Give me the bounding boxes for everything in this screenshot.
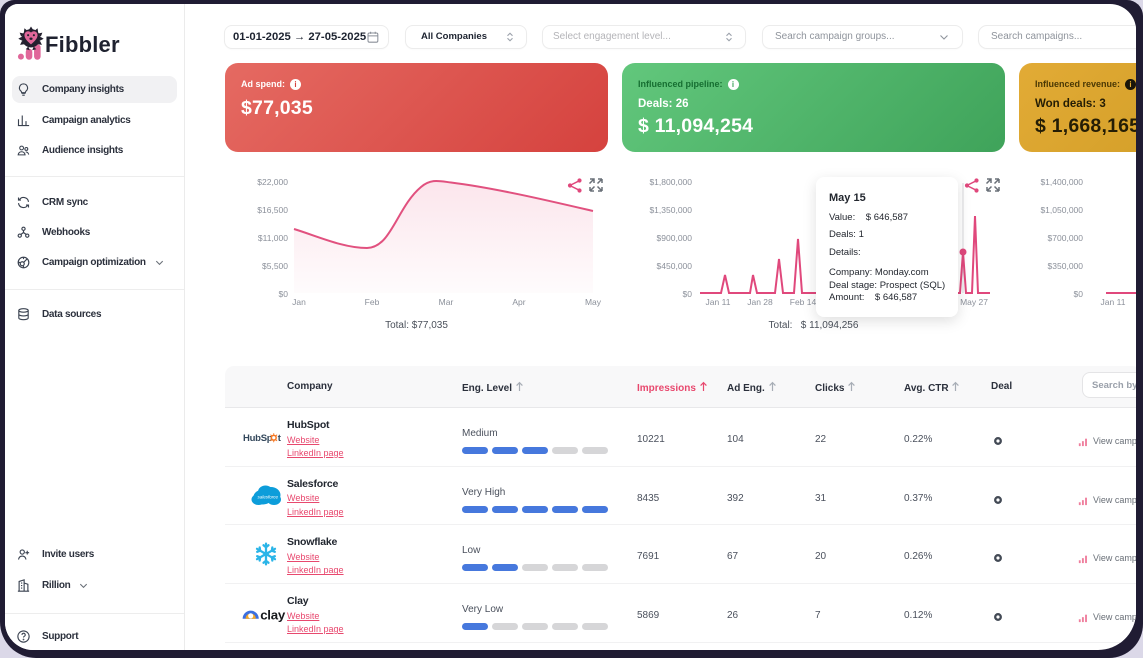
svg-text:$0: $0 (683, 289, 693, 299)
svg-text:$1,800,000: $1,800,000 (649, 177, 692, 187)
svg-text:$450,000: $450,000 (657, 261, 693, 271)
svg-text:t: t (278, 433, 282, 444)
svg-text:$1,350,000: $1,350,000 (649, 205, 692, 215)
svg-text:$0: $0 (1074, 289, 1084, 299)
svg-text:$0: $0 (279, 289, 289, 299)
svg-text:May 27: May 27 (960, 297, 988, 307)
svg-text:$5,500: $5,500 (262, 261, 288, 271)
svg-text:Feb 14: Feb 14 (790, 297, 817, 307)
svg-text:salesforce: salesforce (258, 494, 279, 499)
svg-text:Feb: Feb (365, 297, 380, 307)
svg-text:Jan 28: Jan 28 (747, 297, 773, 307)
svg-text:$1,050,000: $1,050,000 (1040, 205, 1083, 215)
svg-text:$16,500: $16,500 (257, 205, 288, 215)
svg-text:$1,400,000: $1,400,000 (1040, 177, 1083, 187)
svg-text:clay: clay (260, 608, 286, 623)
svg-text:$11,000: $11,000 (258, 233, 288, 243)
svg-text:Apr: Apr (512, 297, 525, 307)
svg-text:Jan 11: Jan 11 (706, 297, 731, 307)
svg-text:$350,000: $350,000 (1048, 261, 1084, 271)
svg-text:HubSp: HubSp (243, 433, 273, 444)
svg-text:Jan: Jan (292, 297, 306, 307)
svg-text:$700,000: $700,000 (1048, 233, 1084, 243)
svg-text:May: May (585, 297, 602, 307)
svg-text:$900,000: $900,000 (657, 233, 693, 243)
svg-text:Jan 11: Jan 11 (1101, 297, 1126, 307)
svg-text:Mar: Mar (439, 297, 454, 307)
svg-text:$22,000: $22,000 (257, 177, 288, 187)
